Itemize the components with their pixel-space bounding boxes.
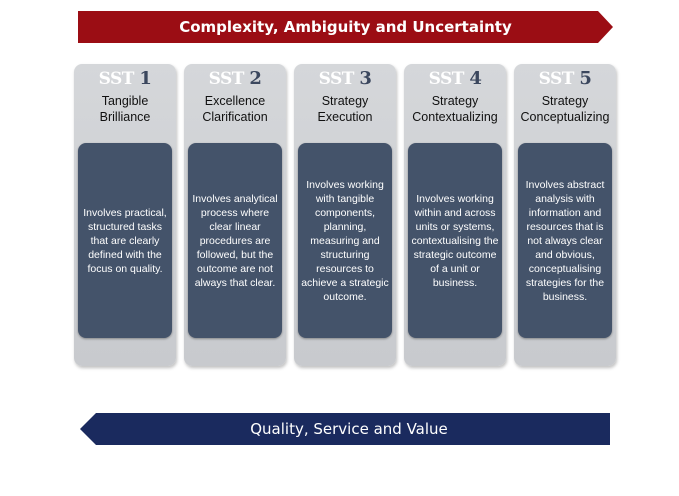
quality-arrow-label: Quality, Service and Value [250, 420, 448, 438]
sst-title: Strategy Conceptualizing [520, 94, 610, 124]
sst-heading: SST 4 [428, 68, 482, 89]
complexity-arrow-label: Complexity, Ambiguity and Uncertainty [179, 18, 512, 36]
sst-description-box: Involves practical, structured tasks tha… [78, 143, 172, 338]
sst-column-5: SST 5 Strategy Conceptualizing Involves a… [514, 64, 616, 366]
sst-title: Tangible Brilliance [99, 94, 151, 124]
sst-heading: SST 1 [98, 68, 152, 89]
sst-description-box: Involves analytical process where clear … [188, 143, 282, 338]
sst-description-box: Involves abstract analysis with informat… [518, 143, 612, 338]
sst-description: Involves practical, structured tasks tha… [83, 206, 167, 275]
sst-column-1: SST 1 Tangible Brilliance Involves practi… [74, 64, 176, 366]
complexity-arrow: Complexity, Ambiguity and Uncertainty [78, 11, 613, 43]
sst-title: Excellence Clarification [202, 94, 268, 124]
sst-column-2: SST 2 Excellence Clarification Involves a… [184, 64, 286, 366]
sst-column-3: SST 3 Strategy Execution Involves working… [294, 64, 396, 366]
sst-description: Involves abstract analysis with informat… [525, 178, 605, 303]
sst-description: Involves working within and across units… [411, 192, 499, 289]
sst-heading: SST 3 [318, 68, 372, 89]
sst-heading: SST 5 [538, 68, 592, 89]
sst-description: Involves analytical process where clear … [192, 192, 278, 289]
sst-column-4: SST 4 Strategy Contextualizing Involves w… [404, 64, 506, 366]
sst-heading: SST 2 [208, 68, 262, 89]
right-arrow-shape [78, 11, 613, 43]
sst-description: Involves working with tangible component… [301, 178, 389, 303]
sst-description-box: Involves working with tangible component… [298, 143, 392, 338]
left-arrow-shape [80, 413, 610, 445]
sst-title: Strategy Execution [317, 94, 373, 124]
sst-description-box: Involves working within and across units… [408, 143, 502, 338]
quality-arrow: Quality, Service and Value [80, 413, 610, 445]
sst-title: Strategy Contextualizing [412, 94, 498, 124]
